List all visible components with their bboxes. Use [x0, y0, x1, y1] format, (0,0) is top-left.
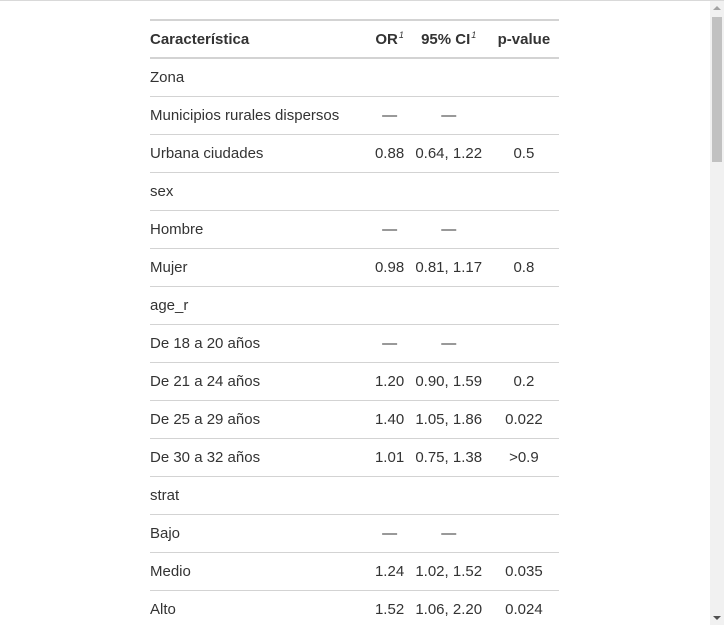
table-row: Bajo — —: [150, 514, 559, 553]
table-group-row: sex: [150, 172, 559, 211]
cell-characteristic: Mujer: [150, 248, 371, 287]
cell-pvalue: >0.9: [488, 438, 559, 477]
cell-characteristic: De 30 a 32 años: [150, 438, 371, 477]
cell-characteristic: age_r: [150, 286, 371, 325]
cell-ci: [408, 58, 489, 97]
cell-or: 0.88: [370, 134, 409, 173]
table-row: Municipios rurales dispersos — —: [150, 96, 559, 135]
cell-characteristic: De 18 a 20 años: [150, 324, 371, 363]
cell-ci: 0.81, 1.17: [408, 248, 489, 287]
cell-ci: 1.06, 2.20: [408, 590, 489, 625]
scrollbar-thumb[interactable]: [712, 17, 722, 162]
footnote-marker: 1: [471, 29, 477, 40]
cell-characteristic: Urbana ciudades: [150, 134, 371, 173]
vertical-scrollbar[interactable]: [710, 1, 724, 625]
cell-pvalue: 0.035: [488, 552, 559, 591]
table-group-row: strat: [150, 476, 559, 515]
cell-ci: [408, 476, 489, 515]
cell-pvalue: [488, 476, 559, 515]
cell-characteristic: Municipios rurales dispersos: [150, 96, 371, 135]
table-row: Hombre — —: [150, 210, 559, 249]
cell-ci: [408, 172, 489, 211]
regression-table: Característica OR1 95% CI1 p-value Zona M…: [150, 19, 559, 625]
cell-characteristic: strat: [150, 476, 371, 515]
cell-ci: —: [408, 514, 489, 553]
table-row: De 30 a 32 años 1.01 0.75, 1.38 >0.9: [150, 438, 559, 477]
cell-ci: [408, 286, 489, 325]
cell-or: 1.20: [370, 362, 409, 401]
table-row: De 25 a 29 años 1.40 1.05, 1.86 0.022: [150, 400, 559, 439]
cell-or: —: [370, 324, 409, 363]
cell-or: 1.52: [370, 590, 409, 625]
cell-pvalue: 0.022: [488, 400, 559, 439]
cell-pvalue: 0.8: [488, 248, 559, 287]
header-pvalue: p-value: [488, 19, 559, 59]
cell-pvalue: [488, 286, 559, 325]
header-ci: 95% CI1: [408, 19, 489, 59]
cell-characteristic: Hombre: [150, 210, 371, 249]
header-characteristic: Característica: [150, 19, 371, 59]
cell-pvalue: [488, 58, 559, 97]
cell-pvalue: [488, 324, 559, 363]
table-row: De 18 a 20 años — —: [150, 324, 559, 363]
cell-characteristic: Medio: [150, 552, 371, 591]
cell-or: —: [370, 96, 409, 135]
cell-characteristic: Alto: [150, 590, 371, 625]
cell-pvalue: [488, 210, 559, 249]
cell-characteristic: De 21 a 24 años: [150, 362, 371, 401]
cell-pvalue: [488, 514, 559, 553]
cell-ci: —: [408, 324, 489, 363]
page-viewport: Característica OR1 95% CI1 p-value Zona M…: [0, 1, 710, 625]
cell-ci: 0.75, 1.38: [408, 438, 489, 477]
cell-or: [370, 58, 409, 97]
table-group-row: Zona: [150, 58, 559, 97]
cell-ci: 1.02, 1.52: [408, 552, 489, 591]
cell-characteristic: sex: [150, 172, 371, 211]
cell-pvalue: [488, 96, 559, 135]
window-top-border: [0, 0, 724, 1]
cell-ci: 0.64, 1.22: [408, 134, 489, 173]
cell-or: 1.24: [370, 552, 409, 591]
cell-or: [370, 286, 409, 325]
cell-ci: —: [408, 96, 489, 135]
table-row: Medio 1.24 1.02, 1.52 0.035: [150, 552, 559, 591]
table-row: Alto 1.52 1.06, 2.20 0.024: [150, 590, 559, 625]
cell-pvalue: 0.2: [488, 362, 559, 401]
table-row: Urbana ciudades 0.88 0.64, 1.22 0.5: [150, 134, 559, 173]
scroll-down-arrow-icon[interactable]: [710, 611, 724, 625]
cell-or: [370, 172, 409, 211]
cell-or: [370, 476, 409, 515]
cell-pvalue: 0.5: [488, 134, 559, 173]
cell-characteristic: Zona: [150, 58, 371, 97]
cell-characteristic: Bajo: [150, 514, 371, 553]
cell-ci: —: [408, 210, 489, 249]
footnote-marker: 1: [398, 29, 404, 40]
table-group-row: age_r: [150, 286, 559, 325]
cell-or: 0.98: [370, 248, 409, 287]
table-row: Mujer 0.98 0.81, 1.17 0.8: [150, 248, 559, 287]
cell-or: —: [370, 210, 409, 249]
cell-or: 1.01: [370, 438, 409, 477]
cell-ci: 1.05, 1.86: [408, 400, 489, 439]
cell-ci: 0.90, 1.59: [408, 362, 489, 401]
cell-or: 1.40: [370, 400, 409, 439]
table-header-row: Característica OR1 95% CI1 p-value: [150, 19, 559, 59]
scroll-up-arrow-icon[interactable]: [710, 1, 724, 15]
cell-characteristic: De 25 a 29 años: [150, 400, 371, 439]
table-body: Zona Municipios rurales dispersos — — Urbana…: [150, 58, 559, 625]
cell-pvalue: [488, 172, 559, 211]
cell-or: —: [370, 514, 409, 553]
header-or: OR1: [370, 19, 409, 59]
cell-pvalue: 0.024: [488, 590, 559, 625]
table-row: De 21 a 24 años 1.20 0.90, 1.59 0.2: [150, 362, 559, 401]
